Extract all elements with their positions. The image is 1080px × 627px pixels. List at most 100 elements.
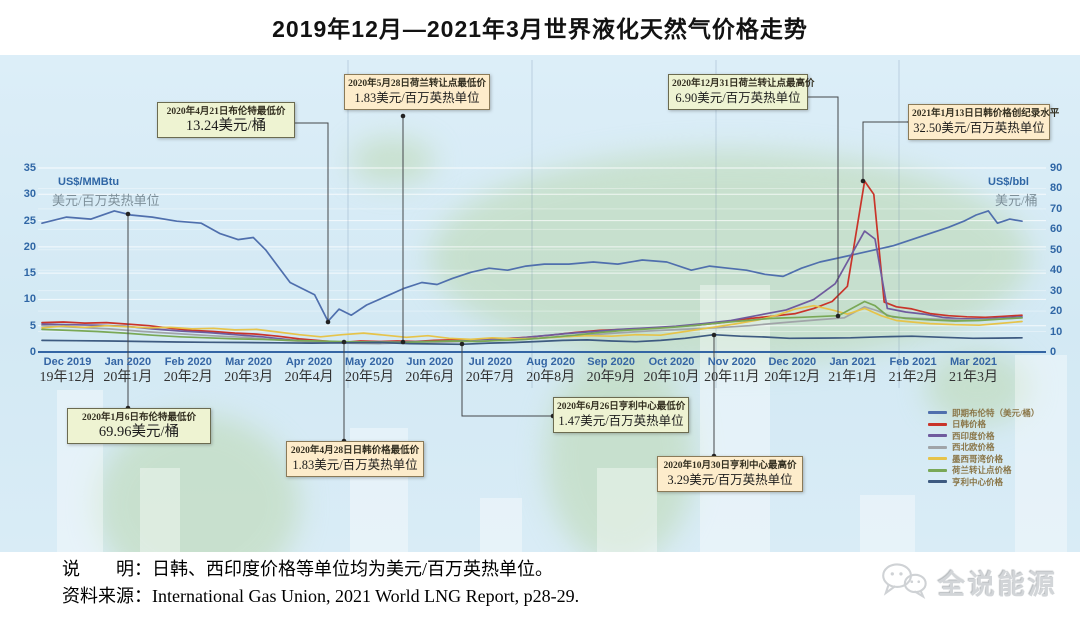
footer-note: 说 明：日韩、西印度价格等单位均为美元/百万英热单位。 [62, 555, 553, 581]
x-axis-month: Dec 2019 19年12月 [36, 356, 100, 386]
left-axis-unit-en: US$/MMBtu [58, 176, 120, 188]
right-axis-tick: 50 [1050, 243, 1063, 256]
annotation-box: 2020年6月26日亨利中心最低价 1.47美元/百万英热单位 [553, 397, 689, 433]
annotation-box: 2020年10月30日亨利中心最高价 3.29美元/百万英热单位 [657, 456, 803, 492]
legend-label: 西印度价格 [952, 430, 995, 441]
legend-swatch [928, 480, 947, 484]
legend: 即期布伦特（美元/桶） 日韩价格 西印度价格 西北欧价格 墨西哥湾价格 荷兰转让点价格 亨利… [928, 407, 1054, 488]
legend-item: 荷兰转让点价格 [928, 465, 1054, 477]
x-label-en: May 2020 [345, 356, 394, 368]
x-label-en: Oct 2020 [648, 356, 695, 368]
right-axis-tick: 30 [1050, 284, 1063, 297]
legend-label: 日韩价格 [952, 419, 987, 430]
x-axis-month: May 2020 20年5月 [338, 356, 402, 386]
x-label-en: Nov 2020 [707, 356, 757, 368]
x-label-zh: 20年1月 [103, 370, 153, 385]
x-axis-month: Sep 2020 20年9月 [579, 356, 643, 386]
annotation-date: 2020年4月28日日韩价格最低价 [290, 446, 420, 456]
footer-note-text: 日韩、西印度价格等单位均为美元/百万英热单位。 [152, 559, 553, 579]
legend-swatch [928, 434, 947, 438]
x-axis-month: Feb 2021 21年2月 [881, 356, 945, 386]
right-axis-unit-zh: 美元/桶 [995, 193, 1038, 208]
annotation-value: 69.96美元/桶 [98, 424, 180, 440]
legend-swatch [928, 422, 947, 426]
right-axis-tick: 80 [1050, 182, 1063, 195]
left-axis-tick: 10 [23, 293, 36, 306]
x-label-en: Feb 2020 [164, 356, 212, 368]
footer-source-label: 资料来源： [62, 586, 152, 606]
x-axis-month: Aug 2020 20年8月 [519, 356, 583, 386]
x-label-zh: 21年3月 [949, 370, 998, 385]
x-label-en: Dec 2020 [768, 356, 817, 368]
x-label-zh: 20年11月 [704, 370, 760, 385]
wechat-bubbles-icon [878, 558, 930, 607]
annotation-date: 2021年1月13日日韩价格创纪录水平 [912, 109, 1060, 119]
x-label-zh: 20年6月 [405, 370, 455, 385]
right-axis-tick: 20 [1050, 305, 1063, 318]
x-label-en: Feb 2021 [889, 356, 937, 368]
x-label-en: Jun 2020 [406, 356, 454, 368]
legend-item: 即期布伦特（美元/桶） [928, 407, 1054, 419]
x-label-en: Mar 2020 [225, 356, 273, 368]
left-axis-tick: 5 [29, 319, 36, 332]
x-axis-month: Jan 2021 21年1月 [821, 356, 885, 386]
legend-item: 西印度价格 [928, 430, 1054, 442]
x-label-zh: 21年1月 [828, 370, 878, 385]
annotation-value: 1.47美元/百万英热单位 [558, 414, 684, 428]
x-axis-month: Apr 2020 20年4月 [277, 356, 341, 386]
x-label-zh: 20年8月 [526, 370, 576, 385]
x-label-zh: 20年7月 [465, 370, 515, 385]
x-axis-month: Jan 2020 20年1月 [96, 356, 160, 386]
footer-source-text: International Gas Union, 2021 World LNG … [152, 586, 580, 606]
left-axis-tick: 15 [23, 267, 36, 280]
annotation-date: 2020年12月31日荷兰转让点最高价 [672, 79, 815, 89]
right-axis-tick: 90 [1050, 162, 1063, 174]
x-axis-month: Jun 2020 20年6月 [398, 356, 462, 386]
x-label-zh: 20年12月 [764, 370, 821, 385]
x-label-en: Aug 2020 [526, 356, 576, 368]
x-label-en: Jan 2020 [104, 356, 152, 368]
annotation-date: 2020年1月6日布伦特最低价 [81, 413, 196, 423]
annotation-value: 1.83美元/百万英热单位 [292, 458, 418, 472]
annotation-value: 6.90美元/百万英热单位 [675, 91, 801, 105]
x-axis-month: Mar 2020 20年3月 [217, 356, 281, 386]
legend-swatch [928, 445, 947, 449]
x-label-zh: 21年2月 [888, 370, 938, 385]
legend-label: 荷兰转让点价格 [952, 465, 1012, 476]
x-label-zh: 20年9月 [586, 370, 636, 385]
legend-label: 西北欧价格 [952, 442, 995, 453]
brand-name: 全说能源 [938, 570, 1058, 600]
x-label-zh: 20年10月 [643, 370, 700, 385]
legend-label: 墨西哥湾价格 [952, 453, 1004, 464]
annotation-value: 13.24美元/桶 [185, 118, 267, 134]
left-axis-tick: 30 [23, 188, 36, 201]
annotation-value: 1.83美元/百万英热单位 [354, 91, 480, 105]
annotation-value: 32.50美元/百万英热单位 [913, 121, 1045, 135]
right-axis-tick: 10 [1050, 325, 1063, 338]
annotation-box: 2021年1月13日日韩价格创纪录水平 32.50美元/百万英热单位 [908, 104, 1060, 140]
right-axis-unit-en: US$/bbl [988, 176, 1029, 188]
footer-note-label: 说 明： [62, 559, 152, 579]
annotation-date: 2020年4月21日布伦特最低价 [166, 107, 286, 117]
x-label-zh: 20年5月 [345, 370, 394, 385]
brand-watermark: 全说能源 [878, 558, 1058, 607]
legend-item: 墨西哥湾价格 [928, 453, 1054, 465]
legend-swatch [928, 411, 947, 415]
x-axis-month: Mar 2021 21年3月 [942, 356, 1006, 386]
annotation-date: 2020年5月28日荷兰转让点最低价 [348, 79, 486, 89]
x-axis-month: Nov 2020 20年11月 [700, 356, 764, 386]
annotation-value: 3.29美元/百万英热单位 [667, 473, 793, 487]
page-title: 2019年12月—2021年3月世界液化天然气价格走势 [272, 16, 808, 42]
x-label-en: Apr 2020 [285, 356, 333, 368]
footer-source: 资料来源：International Gas Union, 2021 World… [62, 582, 579, 608]
legend-item: 亨利中心价格 [928, 476, 1054, 488]
x-label-en: Dec 2019 [43, 356, 92, 368]
x-label-en: Jul 2020 [468, 356, 512, 368]
left-axis-tick: 0 [29, 346, 36, 358]
x-label-zh: 20年4月 [284, 370, 334, 385]
annotation-box: 2020年5月28日荷兰转让点最低价 1.83美元/百万英热单位 [344, 74, 490, 110]
left-axis-tick: 20 [23, 240, 36, 253]
x-axis-month: Oct 2020 20年10月 [640, 356, 704, 386]
annotation-box: 2020年1月6日布伦特最低价 69.96美元/桶 [67, 408, 211, 444]
x-label-zh: 19年12月 [39, 370, 96, 385]
